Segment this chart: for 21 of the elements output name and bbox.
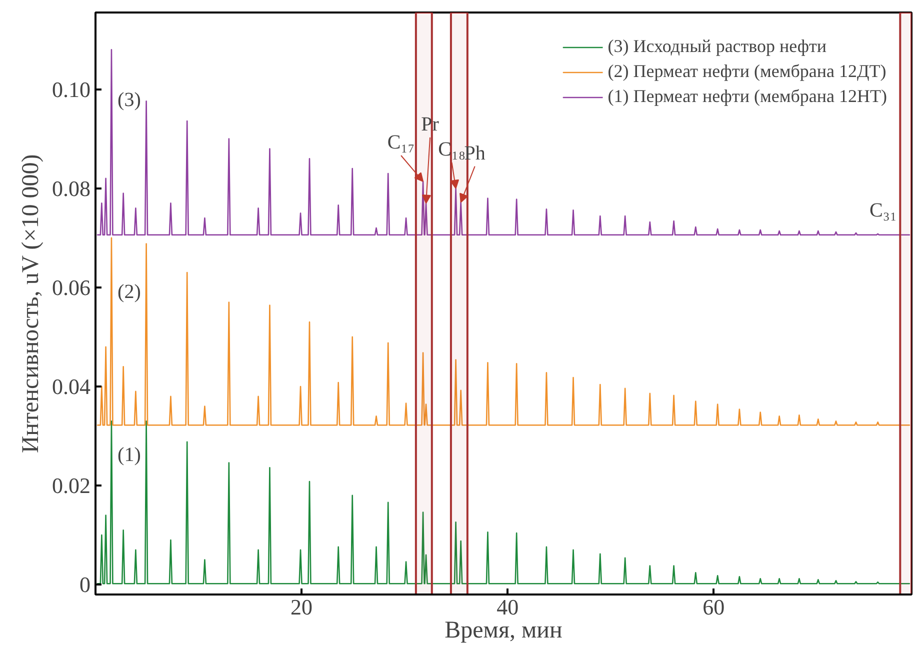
y-tick-label: 0.10 (52, 76, 90, 102)
y-tick-label: 0.02 (52, 473, 90, 498)
x-tick-label: 60 (702, 594, 725, 620)
x-axis-title: Время, мин (444, 618, 563, 644)
y-tick-label: 0.04 (52, 374, 90, 399)
y-tick-label: 0 (80, 572, 90, 598)
legend-label: (2) Пермеат нефти (мембрана 12ДТ) (608, 61, 886, 82)
y-tick-label: 0.08 (52, 176, 90, 201)
annotation: C₁₇ (387, 132, 415, 154)
annotation: (3) (118, 88, 141, 111)
y-tick-label: 0.06 (52, 274, 90, 300)
legend-label: (3) Исходный раствор нефти (608, 36, 827, 57)
x-tick-label: 40 (496, 594, 519, 620)
annotation: (2) (118, 280, 141, 303)
x-tick-label: 20 (290, 594, 313, 620)
annotation: C₃₁ (870, 199, 897, 222)
y-axis-title: Интенсивность, uV (×10 000) (18, 154, 44, 454)
annotation: (1) (118, 444, 141, 466)
line-series (96, 420, 910, 584)
line-series (96, 237, 910, 426)
legend-label: (1) Пермеат нефти (мембрана 12НТ) (608, 86, 887, 107)
